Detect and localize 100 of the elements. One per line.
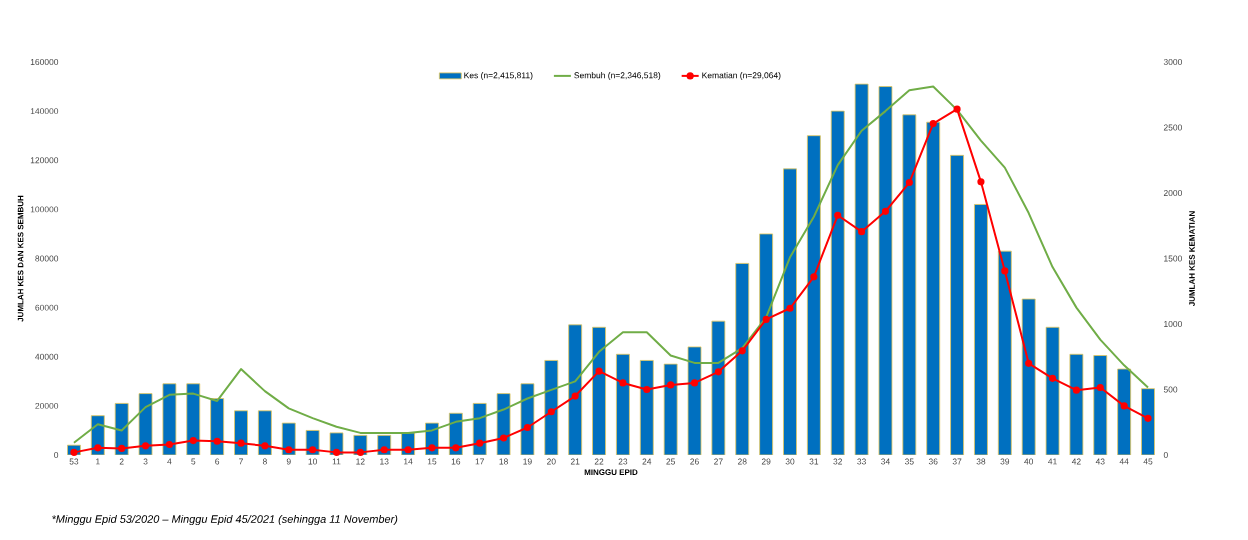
y-tick-label: 40000 — [35, 353, 59, 360]
point — [1025, 359, 1033, 367]
bar — [186, 383, 201, 455]
point — [929, 119, 937, 128]
x-tick-label: 26 — [690, 458, 699, 465]
x-tick-label: 28 — [737, 458, 747, 465]
x-tick-label: 11 — [332, 458, 341, 465]
x-tick-label: 5 — [191, 458, 196, 465]
x-tick-label: 37 — [952, 458, 962, 465]
point — [94, 444, 102, 452]
point — [690, 379, 699, 387]
point — [977, 178, 985, 186]
x-tick-label: 23 — [618, 458, 628, 465]
y-tick-label: 120000 — [30, 157, 59, 164]
x-tick-label: 41 — [1048, 458, 1057, 465]
x-tick-label: 1 — [96, 458, 100, 465]
y2-tick-label: 1000 — [1164, 321, 1182, 327]
bar — [496, 393, 511, 455]
point — [571, 392, 579, 400]
bar — [926, 121, 941, 455]
bar — [806, 135, 821, 455]
legend-label: Sembuh (n=2,346,518) — [574, 72, 661, 80]
point — [189, 437, 197, 445]
bar — [1093, 355, 1108, 455]
x-tick-label: 3 — [143, 458, 148, 465]
x-tick-label: 36 — [928, 458, 938, 465]
bar — [592, 326, 606, 455]
point — [261, 442, 269, 450]
point — [738, 347, 746, 355]
bar — [711, 320, 726, 455]
x-tick-label: 27 — [714, 458, 723, 465]
bar — [974, 204, 988, 455]
point — [380, 446, 388, 454]
y-tick-label: 140000 — [30, 108, 59, 115]
x-tick-label: 24 — [642, 458, 652, 465]
x-tick-label: 30 — [785, 458, 795, 465]
x-tick-label: 40 — [1024, 458, 1034, 465]
bar — [544, 360, 559, 455]
y2-tick-label: 1500 — [1164, 255, 1182, 262]
point — [141, 442, 150, 450]
bar — [735, 263, 749, 455]
bar — [830, 110, 845, 455]
point — [1048, 374, 1057, 382]
point — [499, 434, 508, 442]
point — [1072, 386, 1081, 394]
point — [881, 207, 890, 215]
y-tick-label: 80000 — [35, 255, 59, 262]
bar — [210, 398, 225, 455]
point — [667, 381, 675, 389]
point — [476, 439, 484, 447]
point — [452, 444, 460, 452]
bar — [997, 250, 1012, 455]
x-tick-label: 31 — [809, 458, 819, 465]
bar — [568, 324, 583, 455]
x-tick-label: 45 — [1143, 458, 1153, 465]
point — [595, 367, 603, 375]
bar — [878, 86, 893, 455]
x-tick-label: 10 — [308, 458, 317, 465]
point — [523, 423, 532, 432]
point — [285, 446, 293, 454]
bar — [902, 114, 917, 455]
y-tick-label: 60000 — [35, 304, 59, 311]
point — [404, 446, 412, 454]
bar — [616, 353, 630, 455]
x-tick-label: 17 — [475, 458, 484, 465]
point — [1001, 267, 1009, 275]
x-tick-label: 14 — [404, 458, 413, 465]
x-tick-label: 29 — [761, 458, 771, 465]
x-tick-label: 43 — [1095, 458, 1105, 465]
x-tick-label: 4 — [167, 458, 172, 465]
point — [1144, 414, 1152, 422]
point — [810, 273, 818, 281]
x-tick-label: 38 — [976, 458, 986, 465]
point — [786, 304, 794, 312]
y-tick-label: 100000 — [30, 206, 59, 213]
point — [1096, 383, 1104, 392]
point — [643, 385, 651, 394]
bar — [162, 383, 177, 455]
bar — [138, 393, 153, 455]
point — [165, 440, 173, 449]
point — [905, 178, 913, 187]
bar — [1141, 388, 1155, 455]
x-tick-label: 15 — [427, 458, 437, 465]
y-tick-label: 20000 — [35, 402, 59, 409]
x-tick-label: 34 — [881, 458, 890, 465]
point — [428, 444, 436, 452]
legend-label: Kes (n=2,415,811) — [464, 72, 533, 80]
y2-tick-label: 3000 — [1163, 59, 1182, 65]
point — [309, 446, 317, 454]
x-tick-label: 6 — [215, 458, 220, 465]
x-tick-label: 8 — [262, 458, 267, 465]
x-tick-label: 16 — [451, 458, 461, 465]
bar — [1069, 353, 1084, 455]
bar — [783, 168, 797, 455]
point — [714, 368, 722, 376]
bar — [234, 410, 248, 455]
bar — [639, 360, 654, 455]
x-tick-label: 18 — [499, 458, 508, 465]
x-tick-label: 42 — [1071, 458, 1081, 465]
x-tick-label: 19 — [523, 458, 532, 465]
